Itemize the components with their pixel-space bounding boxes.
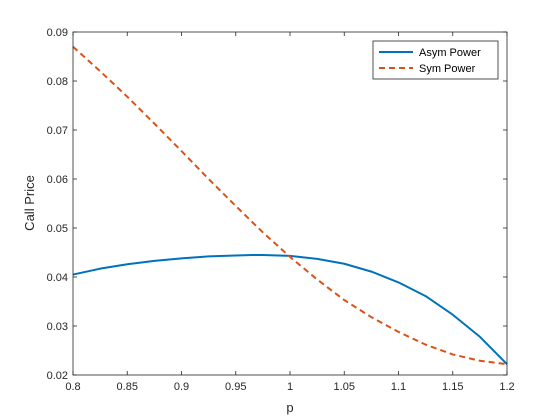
- y-tick-label: 0.03: [47, 321, 68, 333]
- x-tick-label: 1.2: [499, 381, 514, 393]
- plot-area: [73, 32, 507, 375]
- y-tick-label: 0.02: [47, 370, 68, 382]
- y-axis-label: Call Price: [22, 175, 37, 231]
- y-tick-label: 0.06: [47, 174, 68, 186]
- x-tick-label: 0.8: [65, 381, 80, 393]
- y-tick-label: 0.09: [47, 27, 68, 39]
- x-tick-label: 0.95: [225, 381, 246, 393]
- y-tick-label: 0.08: [47, 76, 68, 88]
- y-tick-label: 0.07: [47, 125, 68, 137]
- y-tick-label: 0.04: [47, 272, 68, 284]
- series-line-asym-power: [72, 253, 508, 365]
- x-tick-label: 1: [287, 381, 293, 393]
- y-tick-label: 0.05: [47, 223, 68, 235]
- y-axis: 0.02 0.03 0.04 0.05 0.06 0.07 0.08 0.09: [47, 27, 507, 382]
- x-axis-label: p: [286, 400, 293, 415]
- legend-label: Sym Power: [419, 63, 476, 75]
- x-tick-label: 1.15: [442, 381, 463, 393]
- x-tick-label: 0.9: [174, 381, 189, 393]
- legend: Asym Power Sym Power: [372, 40, 499, 80]
- series-layer: [72, 45, 508, 366]
- x-axis: 0.8 0.85 0.9 0.95 1 1.05 1.1 1.15 1.2: [65, 32, 515, 393]
- x-tick-label: 0.85: [117, 381, 138, 393]
- series-line-sym-power: [72, 45, 508, 366]
- legend-label: Asym Power: [419, 47, 481, 59]
- x-tick-label: 1.05: [334, 381, 355, 393]
- legend-box: [372, 40, 499, 80]
- x-tick-label: 1.1: [391, 381, 406, 393]
